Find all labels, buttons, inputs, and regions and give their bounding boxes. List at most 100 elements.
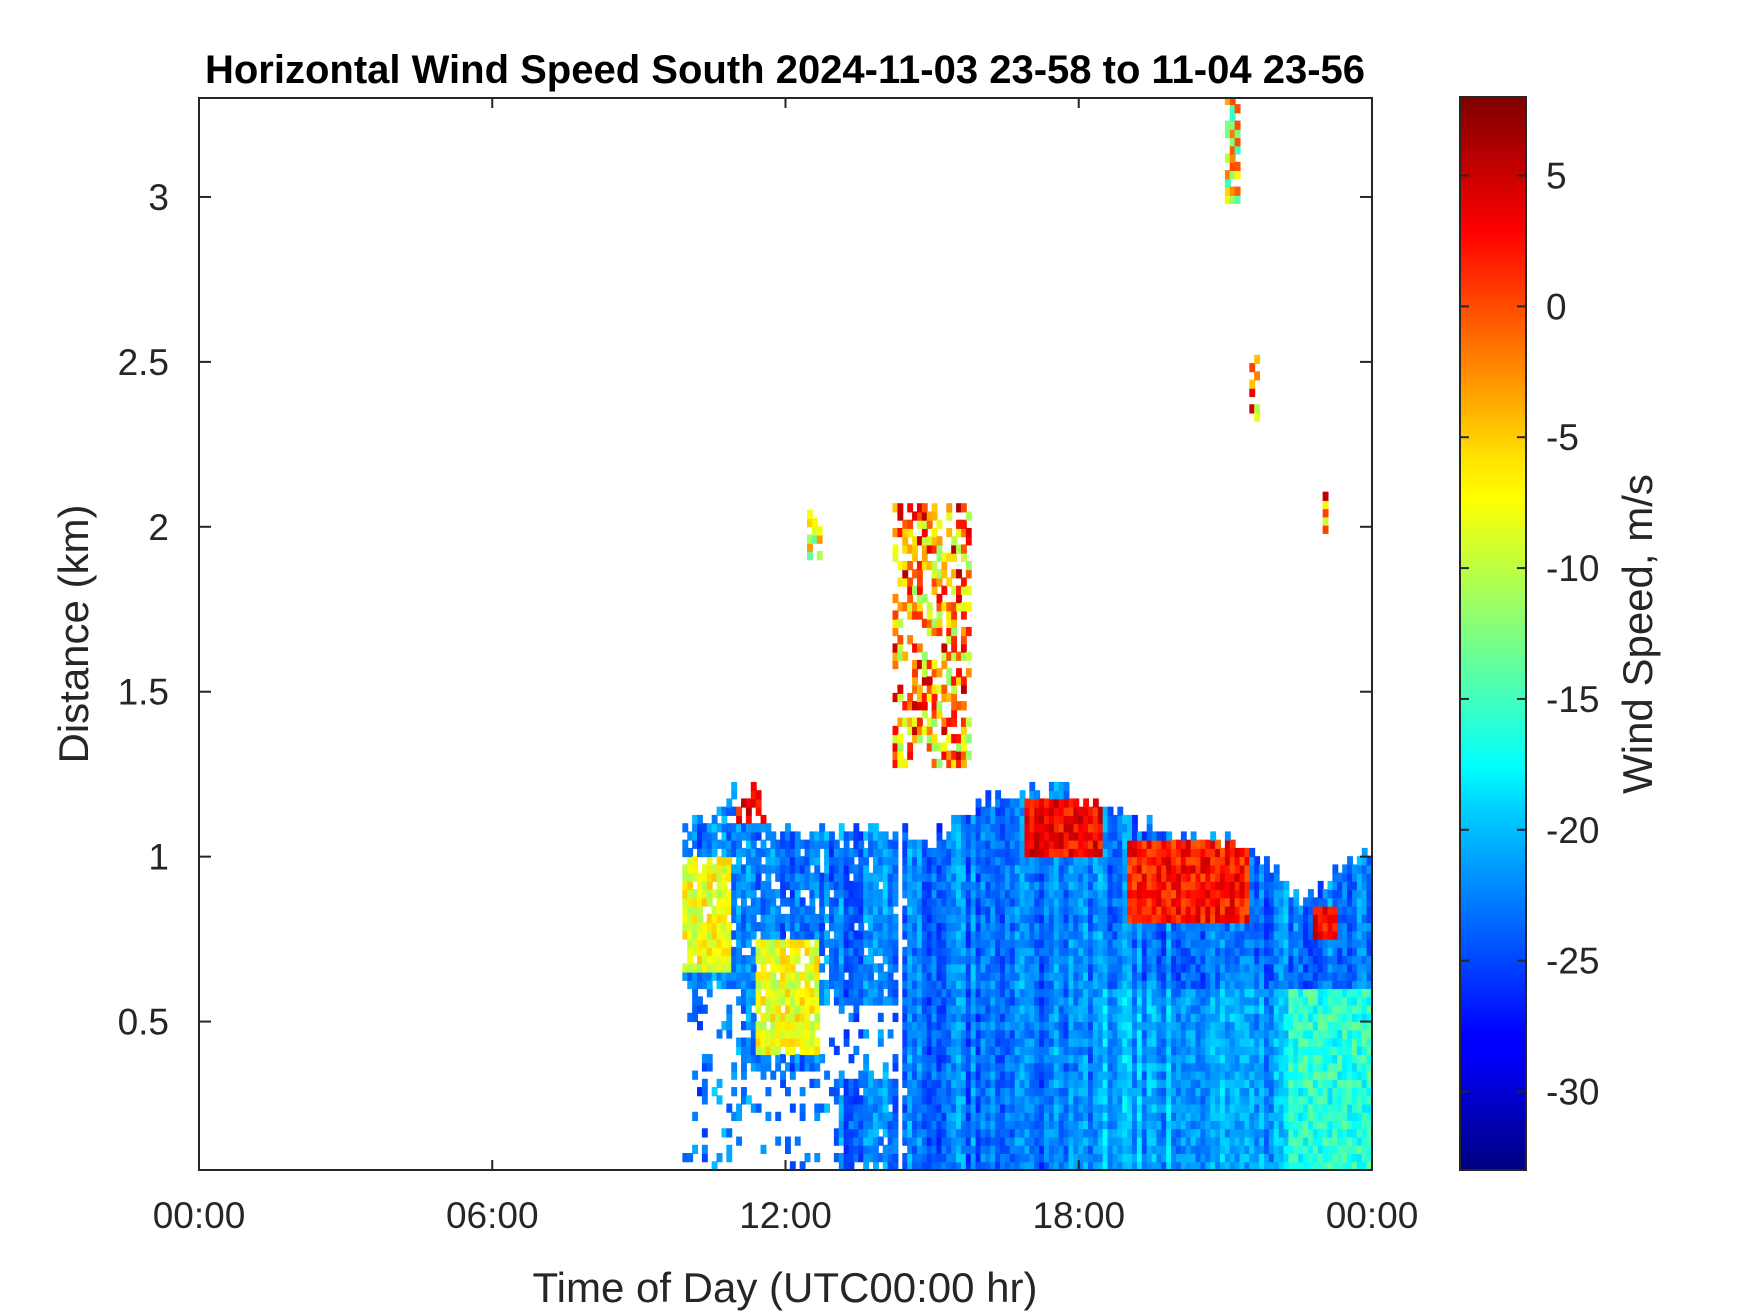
heatmap-cell <box>711 1161 718 1170</box>
heatmap-cell <box>765 1062 772 1072</box>
heatmap-cell <box>1014 1012 1021 1023</box>
heatmap-cell <box>1019 946 1026 957</box>
heatmap-cell <box>1009 1153 1016 1163</box>
heatmap-cell <box>1083 1062 1090 1072</box>
heatmap-cell <box>1210 955 1217 965</box>
heatmap-cell <box>1195 913 1202 924</box>
heatmap-cell <box>1317 1004 1324 1014</box>
heatmap-cell <box>936 1012 943 1023</box>
heatmap-cell <box>1039 1087 1046 1097</box>
heatmap-cell <box>794 1004 801 1014</box>
heatmap-cell <box>1273 1153 1280 1163</box>
heatmap-cell <box>980 1161 987 1170</box>
heatmap-cell <box>809 913 816 924</box>
heatmap-cell <box>907 963 914 973</box>
heatmap-cell <box>951 1078 958 1089</box>
heatmap-cell <box>750 839 757 849</box>
heatmap-cell <box>1342 996 1349 1006</box>
heatmap-cell <box>1097 946 1104 957</box>
heatmap-cell <box>1278 1087 1285 1097</box>
heatmap-cell <box>1044 1045 1050 1056</box>
heatmap-cell <box>853 1012 860 1023</box>
heatmap-cell <box>731 872 738 882</box>
heatmap-cell <box>692 1004 699 1014</box>
heatmap-cell <box>912 889 918 899</box>
heatmap-cell <box>1029 823 1036 833</box>
heatmap-cell <box>985 889 992 899</box>
heatmap-cell <box>1273 1070 1280 1080</box>
heatmap-cell <box>868 913 874 924</box>
heatmap-cell <box>1337 1128 1344 1138</box>
heatmap-cell <box>868 872 874 882</box>
heatmap-cell <box>1039 814 1046 825</box>
heatmap-cell <box>1176 1029 1182 1039</box>
heatmap-cell <box>1068 1054 1075 1064</box>
heatmap-cell <box>750 905 757 915</box>
heatmap-cell <box>1004 1128 1011 1138</box>
heatmap-cell <box>936 1095 943 1105</box>
heatmap-cell <box>1327 938 1334 948</box>
heatmap-cell <box>1205 1128 1212 1138</box>
heatmap-cell <box>1239 1004 1246 1014</box>
heatmap-cell <box>1288 963 1295 973</box>
heatmap-cell <box>1283 1078 1290 1089</box>
heatmap-cell <box>941 1120 948 1130</box>
heatmap-cell <box>1102 831 1109 841</box>
heatmap-cell <box>1298 988 1305 998</box>
heatmap-cell <box>882 1103 889 1113</box>
heatmap-cell <box>1053 864 1060 874</box>
heatmap-cell <box>1039 1103 1046 1113</box>
heatmap-cell <box>701 930 708 940</box>
heatmap-cell <box>794 872 801 882</box>
heatmap-cell <box>926 938 933 948</box>
heatmap-cell <box>1132 1095 1138 1105</box>
heatmap-cell <box>1210 971 1217 981</box>
heatmap-cell <box>755 988 762 998</box>
heatmap-cell <box>990 1111 997 1122</box>
heatmap-cell <box>1254 1054 1261 1064</box>
heatmap-cell <box>1024 1128 1031 1138</box>
heatmap-cell <box>843 913 850 924</box>
heatmap-cell <box>1200 979 1207 990</box>
heatmap-cell <box>1141 1153 1148 1163</box>
heatmap-cell <box>1317 979 1324 990</box>
heatmap-cell <box>1205 847 1212 858</box>
heatmap-cell <box>1078 831 1085 841</box>
heatmap-cell <box>1259 1021 1265 1031</box>
heatmap-cell <box>750 889 757 899</box>
heatmap-cell <box>1254 1062 1261 1072</box>
heatmap-cell <box>1044 1004 1050 1014</box>
heatmap-cell <box>701 979 708 990</box>
heatmap-cell <box>1004 979 1011 990</box>
heatmap-cell <box>858 1153 865 1163</box>
heatmap-cell <box>936 1029 943 1039</box>
heatmap-cell <box>1234 922 1241 932</box>
heatmap-cell <box>1234 1120 1241 1130</box>
heatmap-cell <box>721 938 728 948</box>
heatmap-cell <box>1200 1095 1207 1105</box>
heatmap-cell <box>863 1128 870 1138</box>
heatmap-cell <box>780 1012 786 1023</box>
heatmap-cell <box>1029 781 1036 792</box>
heatmap-cell <box>726 897 733 907</box>
heatmap-cell <box>765 1004 772 1014</box>
heatmap-cell <box>1210 996 1217 1006</box>
heatmap-cell <box>1244 1012 1251 1023</box>
heatmap-cell <box>1190 1062 1197 1072</box>
heatmap-cell <box>951 996 958 1006</box>
heatmap-cell <box>1014 946 1021 957</box>
heatmap-cell <box>794 831 801 841</box>
heatmap-cell <box>1249 1045 1256 1056</box>
heatmap-cell <box>853 1144 860 1155</box>
heatmap-cell <box>838 1095 845 1105</box>
heatmap-cell <box>1048 1078 1055 1089</box>
heatmap-cell <box>1068 1012 1075 1023</box>
heatmap-cell <box>1176 1070 1182 1080</box>
heatmap-cell <box>892 963 899 973</box>
heatmap-cell <box>1283 1045 1290 1056</box>
heatmap-cell <box>1048 1144 1055 1155</box>
heatmap-cell <box>1004 1153 1011 1163</box>
heatmap-cell <box>838 880 845 891</box>
heatmap-cell <box>687 979 694 990</box>
heatmap-cell <box>1088 1095 1094 1105</box>
